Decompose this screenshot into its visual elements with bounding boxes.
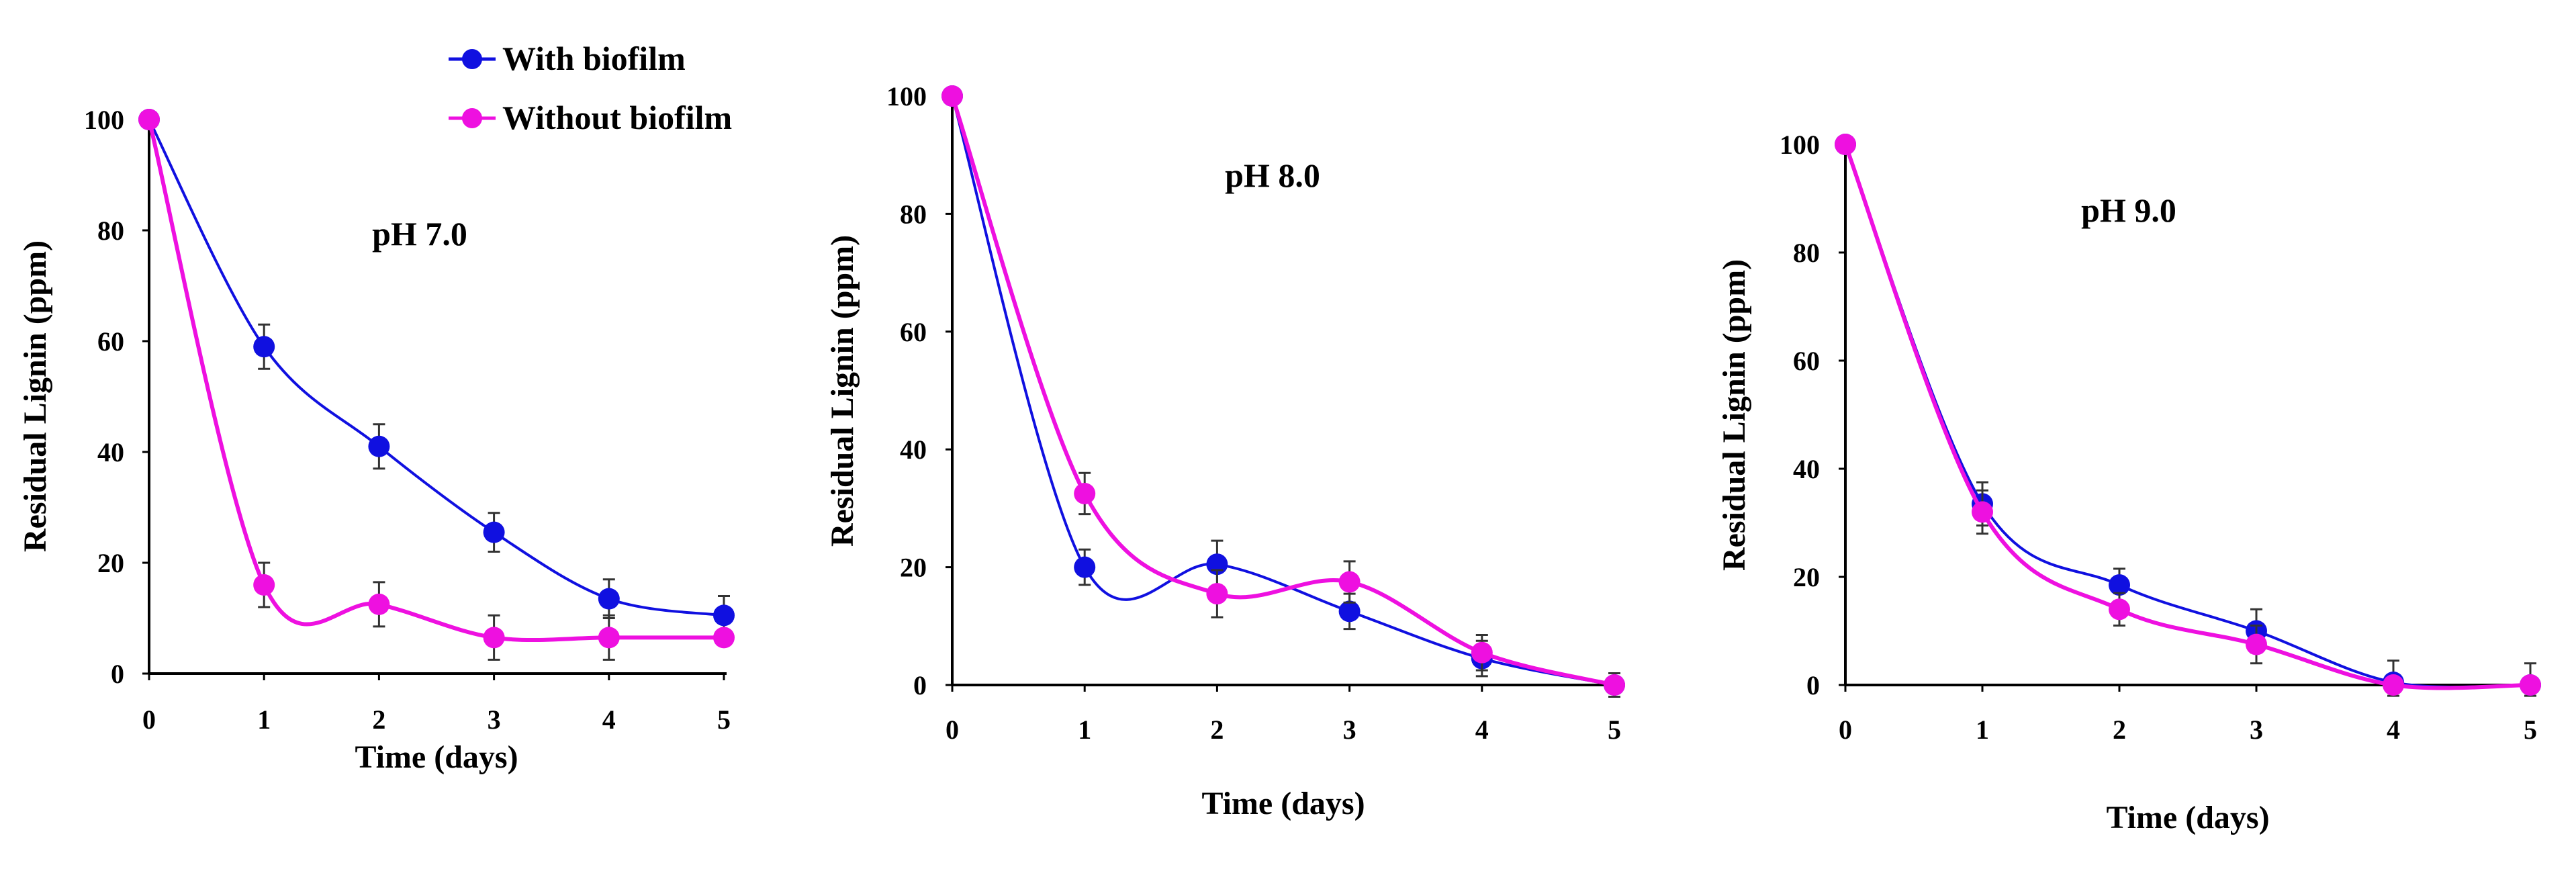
legend-label-with-biofilm: With biofilm <box>502 40 686 77</box>
data-point-without-biofilm <box>713 627 735 649</box>
data-point-without-biofilm <box>1074 482 1096 504</box>
x-axis-title: Time (days) <box>2106 800 2269 835</box>
x-tick-label: 0 <box>142 704 156 735</box>
x-tick-label: 1 <box>257 704 271 735</box>
data-point-without-biofilm <box>1338 571 1361 593</box>
y-tick-label: 60 <box>900 317 927 347</box>
chart-panel-3: 0 20 40 60 80 100 0 1 2 3 4 5 Time (days) Residual Li… <box>1716 130 2541 835</box>
legend-label-without-biofilm: Without biofilm <box>502 99 732 136</box>
y-tick-label: 100 <box>1780 130 1820 160</box>
x-tick-label: 4 <box>602 704 616 735</box>
x-tick-label: 5 <box>1608 715 1621 745</box>
y-tick-label: 20 <box>1793 562 1820 592</box>
x-axis-title: Time (days) <box>1201 786 1365 821</box>
panel-label: pH 9.0 <box>2081 191 2176 229</box>
data-point-without-biofilm <box>368 593 390 615</box>
y-tick-label: 80 <box>97 216 124 246</box>
data-point-with-biofilm <box>253 336 275 358</box>
data-point-without-biofilm <box>2383 674 2404 696</box>
x-tick-label: 0 <box>1839 715 1852 745</box>
data-point-with-biofilm <box>1074 556 1096 578</box>
data-point-with-biofilm <box>713 604 735 627</box>
x-tick-label: 2 <box>372 704 385 735</box>
x-tick-label: 3 <box>488 704 501 735</box>
y-tick-label: 20 <box>97 548 124 578</box>
y-tick-label: 40 <box>97 437 124 467</box>
x-tick-label: 2 <box>2113 715 2126 745</box>
series-line-with-biofilm <box>1844 144 2531 688</box>
x-tick-label: 4 <box>1475 715 1489 745</box>
y-tick-label: 0 <box>913 670 927 700</box>
series-line-without-biofilm <box>147 119 724 643</box>
legend-marker-without-biofilm <box>462 108 482 128</box>
chart-panel-1: 0 20 40 60 80 100 0 1 2 3 4 5 Time (days) Residual Li… <box>17 105 735 775</box>
data-point-without-biofilm <box>2520 674 2541 696</box>
y-tick-label: 0 <box>1806 670 1820 700</box>
data-point-without-biofilm <box>2109 598 2130 621</box>
x-tick-label: 5 <box>717 704 731 735</box>
y-tick-label: 40 <box>900 434 927 465</box>
data-point-without-biofilm <box>1471 641 1493 664</box>
y-tick-label: 60 <box>1793 346 1820 376</box>
y-axis-title: Residual Lignin (ppm) <box>825 235 860 547</box>
x-tick-label: 5 <box>2524 715 2537 745</box>
data-point-without-biofilm <box>1604 674 1625 696</box>
panel-label: pH 7.0 <box>372 215 467 253</box>
x-axis-title: Time (days) <box>355 739 518 775</box>
y-tick-label: 100 <box>84 105 124 135</box>
y-tick-label: 80 <box>1793 238 1820 268</box>
x-tick-label: 3 <box>1343 715 1356 745</box>
y-tick-label: 40 <box>1793 454 1820 484</box>
y-axis-title: Residual Lignin (ppm) <box>1716 259 1752 571</box>
data-point-without-biofilm <box>253 574 275 596</box>
x-tick-label: 3 <box>2250 715 2263 745</box>
y-tick-label: 60 <box>97 326 124 357</box>
panel-label: pH 8.0 <box>1225 156 1320 194</box>
data-point-without-biofilm <box>941 85 963 107</box>
x-tick-label: 4 <box>2387 715 2400 745</box>
legend-marker-with-biofilm <box>462 49 482 69</box>
y-tick-label: 100 <box>886 81 927 111</box>
data-point-with-biofilm <box>483 521 505 543</box>
series-line-with-biofilm <box>148 119 725 617</box>
data-point-without-biofilm <box>483 627 505 649</box>
series-line-without-biofilm <box>1843 143 2531 690</box>
x-tick-label: 0 <box>946 715 959 745</box>
legend: With biofilm Without biofilm <box>449 40 732 136</box>
data-point-with-biofilm <box>598 588 620 610</box>
data-point-without-biofilm <box>2246 633 2267 655</box>
chart-panel-2: 0 20 40 60 80 100 0 1 2 3 4 5 Time (days) Residual Li… <box>825 81 1625 821</box>
data-point-without-biofilm <box>598 627 620 649</box>
x-tick-label: 2 <box>1210 715 1224 745</box>
x-tick-label: 1 <box>1976 715 1989 745</box>
data-point-without-biofilm <box>138 109 160 130</box>
y-tick-label: 80 <box>900 199 927 229</box>
y-tick-label: 20 <box>900 553 927 583</box>
data-point-with-biofilm <box>1338 600 1361 623</box>
data-point-without-biofilm <box>1206 583 1228 605</box>
y-axis-title: Residual Lignin (ppm) <box>17 240 53 552</box>
y-tick-label: 0 <box>111 659 124 689</box>
data-point-without-biofilm <box>1835 134 1856 155</box>
x-tick-label: 1 <box>1078 715 1091 745</box>
data-point-without-biofilm <box>1972 501 1993 523</box>
data-point-with-biofilm <box>2109 574 2130 596</box>
data-point-with-biofilm <box>368 435 390 457</box>
